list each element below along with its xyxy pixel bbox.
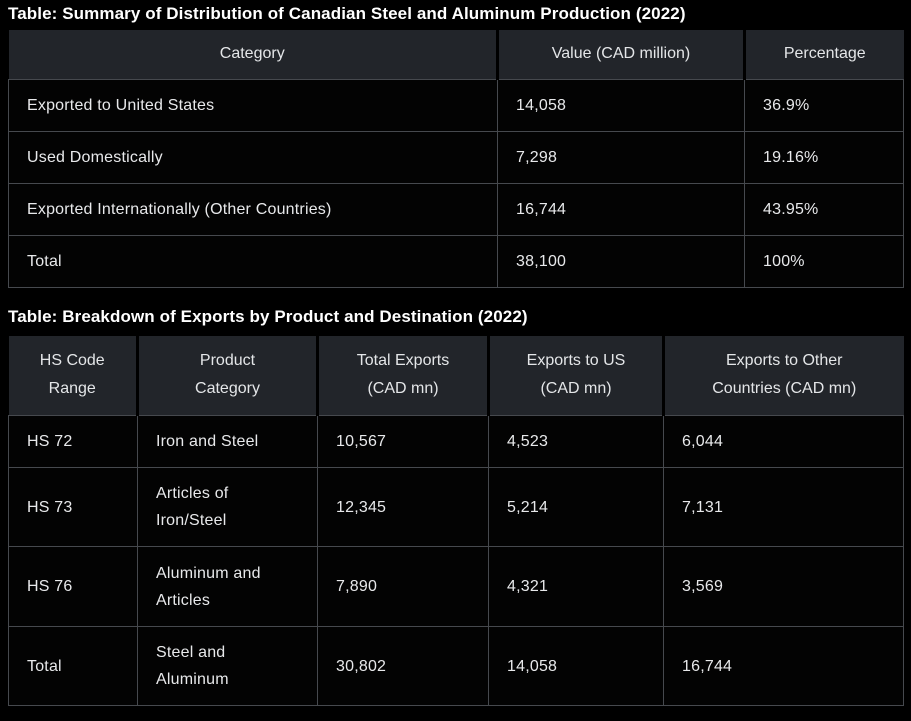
- table-total-row: Total Steel and Aluminum 30,802 14,058 1…: [8, 626, 904, 706]
- hs-code-cell: HS 73: [8, 467, 138, 547]
- exports-to-other-cell: 16,744: [663, 626, 904, 706]
- percentage-cell: 43.95%: [744, 182, 904, 236]
- column-header-category: Category: [8, 30, 499, 79]
- summary-table-title: Table: Summary of Distribution of Canadi…: [8, 4, 686, 23]
- percentage-cell: 19.16%: [744, 130, 904, 184]
- total-exports-cell: 7,890: [317, 546, 489, 627]
- hs-code-cell: HS 76: [8, 546, 138, 627]
- product-category-cell: Iron and Steel: [137, 415, 318, 468]
- total-exports-cell: 30,802: [317, 626, 489, 706]
- value-cell: 16,744: [497, 182, 745, 236]
- exports-to-us-cell: 4,523: [488, 415, 664, 468]
- table-row: Exported Internationally (Other Countrie…: [8, 182, 904, 236]
- percentage-cell: 100%: [744, 234, 904, 288]
- value-cell: 38,100: [497, 234, 745, 288]
- percentage-cell: 36.9%: [744, 78, 904, 132]
- exports-to-us-cell: 14,058: [488, 626, 664, 706]
- column-header-exports-to-us: Exports to US (CAD mn): [488, 335, 665, 416]
- exports-to-other-cell: 3,569: [663, 546, 904, 627]
- table-row: Used Domestically 7,298 19.16%: [8, 130, 904, 184]
- exports-to-us-cell: 4,321: [488, 546, 664, 627]
- product-category-cell: Aluminum and Articles: [137, 546, 318, 627]
- exports-table-header-row: HS Code Range Product Category Total Exp…: [8, 335, 904, 416]
- table-row: Exported to United States 14,058 36.9%: [8, 78, 904, 132]
- summary-table-header-row: Category Value (CAD million) Percentage: [8, 30, 904, 79]
- table-row: HS 72 Iron and Steel 10,567 4,523 6,044: [8, 415, 904, 468]
- total-exports-cell: 10,567: [317, 415, 489, 468]
- category-cell: Exported Internationally (Other Countrie…: [8, 182, 498, 236]
- category-cell: Exported to United States: [8, 78, 498, 132]
- column-header-total-exports: Total Exports (CAD mn): [317, 335, 490, 416]
- exports-table: HS Code Range Product Category Total Exp…: [8, 335, 904, 706]
- exports-to-us-cell: 5,214: [488, 467, 664, 547]
- value-cell: 7,298: [497, 130, 745, 184]
- hs-code-cell: Total: [8, 626, 138, 706]
- column-header-hs-code-range: HS Code Range: [8, 335, 139, 416]
- report-page: Table: Summary of Distribution of Canadi…: [8, 4, 904, 706]
- product-category-cell: Articles of Iron/Steel: [137, 467, 318, 547]
- column-header-product-category: Product Category: [137, 335, 319, 416]
- exports-to-other-cell: 6,044: [663, 415, 904, 468]
- exports-table-title: Table: Breakdown of Exports by Product a…: [8, 306, 528, 326]
- total-exports-cell: 12,345: [317, 467, 489, 547]
- column-header-exports-to-other: Exports to Other Countries (CAD mn): [663, 335, 904, 416]
- exports-to-other-cell: 7,131: [663, 467, 904, 547]
- table-row: HS 73 Articles of Iron/Steel 12,345 5,21…: [8, 467, 904, 547]
- summary-table: Category Value (CAD million) Percentage …: [8, 30, 904, 288]
- value-cell: 14,058: [497, 78, 745, 132]
- product-category-cell: Steel and Aluminum: [137, 626, 318, 706]
- column-header-percentage: Percentage: [744, 30, 904, 79]
- table-row: HS 76 Aluminum and Articles 7,890 4,321 …: [8, 546, 904, 627]
- category-cell: Total: [8, 234, 498, 288]
- table-total-row: Total 38,100 100%: [8, 234, 904, 288]
- hs-code-cell: HS 72: [8, 415, 138, 468]
- category-cell: Used Domestically: [8, 130, 498, 184]
- column-header-value: Value (CAD million): [497, 30, 746, 79]
